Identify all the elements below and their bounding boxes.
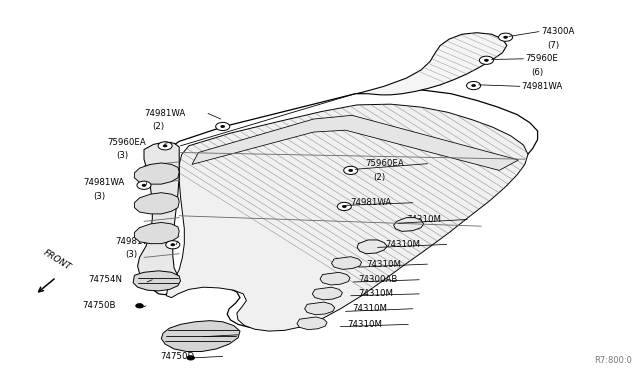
Text: 74981WA: 74981WA [115, 237, 156, 246]
Text: FRONT: FRONT [42, 248, 72, 272]
Circle shape [504, 36, 508, 38]
Circle shape [499, 33, 513, 41]
Text: 74754Q: 74754Q [174, 330, 209, 339]
Circle shape [479, 56, 493, 64]
Text: 74981WA: 74981WA [144, 109, 185, 118]
Polygon shape [357, 33, 507, 95]
Circle shape [163, 145, 167, 147]
Circle shape [216, 122, 230, 131]
Text: (6): (6) [531, 68, 543, 77]
Polygon shape [138, 142, 179, 282]
Polygon shape [134, 222, 179, 244]
Polygon shape [166, 104, 528, 331]
Text: 74981WA: 74981WA [351, 198, 392, 207]
Text: 74310M: 74310M [406, 215, 442, 224]
Text: 74310M: 74310M [367, 260, 402, 269]
Circle shape [137, 181, 151, 189]
Text: 74750B: 74750B [82, 301, 115, 310]
Polygon shape [312, 287, 342, 300]
Polygon shape [357, 240, 387, 254]
Polygon shape [320, 272, 350, 285]
Polygon shape [192, 115, 518, 170]
Circle shape [472, 84, 476, 87]
Text: 74300A: 74300A [541, 27, 574, 36]
Circle shape [342, 205, 346, 208]
Text: 74981WA: 74981WA [83, 178, 124, 187]
Text: 74310M: 74310M [352, 304, 387, 313]
Text: (3): (3) [93, 192, 105, 201]
Text: 74310M: 74310M [358, 289, 394, 298]
Circle shape [136, 304, 143, 308]
Circle shape [166, 241, 180, 249]
Circle shape [344, 166, 358, 174]
Circle shape [349, 169, 353, 171]
Polygon shape [133, 271, 180, 291]
Text: 75960E: 75960E [525, 54, 557, 63]
Text: 75960EA: 75960EA [108, 138, 147, 147]
Text: 74300AB: 74300AB [358, 275, 398, 284]
Text: 74750D: 74750D [160, 352, 194, 361]
Polygon shape [161, 321, 240, 352]
Text: R7:800:0: R7:800:0 [595, 356, 632, 365]
Circle shape [142, 184, 146, 186]
Circle shape [187, 356, 195, 360]
Circle shape [337, 202, 351, 211]
Circle shape [171, 244, 175, 246]
Circle shape [221, 125, 225, 128]
Circle shape [484, 59, 488, 61]
Circle shape [467, 81, 481, 90]
Text: (2): (2) [373, 173, 385, 182]
Polygon shape [152, 90, 538, 328]
Text: (2): (2) [152, 122, 164, 131]
Text: 74310M: 74310M [385, 240, 420, 249]
Text: 75960EA: 75960EA [365, 159, 404, 168]
Polygon shape [297, 317, 327, 330]
Circle shape [158, 142, 172, 150]
Polygon shape [134, 163, 179, 184]
Polygon shape [305, 302, 335, 315]
Polygon shape [332, 257, 362, 269]
Text: (7): (7) [547, 41, 559, 50]
Text: 74310M: 74310M [347, 320, 382, 329]
Polygon shape [134, 193, 179, 214]
Text: 74754N: 74754N [88, 275, 122, 284]
Text: (3): (3) [125, 250, 137, 259]
Polygon shape [394, 218, 424, 231]
Text: 74981WA: 74981WA [522, 82, 563, 91]
Text: (3): (3) [116, 151, 129, 160]
